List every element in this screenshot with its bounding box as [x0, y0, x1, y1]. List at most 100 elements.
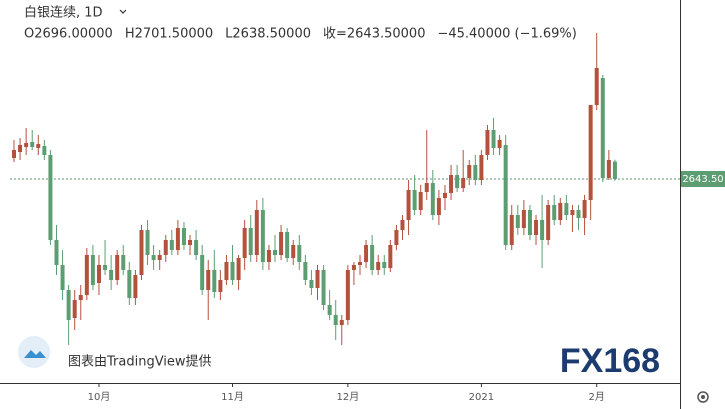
candle-body — [188, 240, 193, 245]
candle-body — [78, 295, 83, 300]
candle-body — [370, 245, 375, 270]
candle-body — [467, 165, 472, 178]
candle-body — [606, 160, 611, 178]
candle-body — [534, 220, 539, 235]
candle-body — [60, 265, 65, 290]
candle-body — [72, 300, 77, 318]
ohlc-label: L2638.50000 — [225, 27, 311, 42]
candle-body — [588, 105, 593, 200]
candle-body — [157, 255, 162, 260]
ohlc-row: O2696.00000 H2701.50000 L2638.50000 收=2643.… — [24, 27, 577, 42]
candle-body — [418, 192, 423, 210]
candle-body — [376, 262, 381, 270]
candle-body — [333, 315, 338, 325]
candle-body — [430, 183, 435, 215]
last-price-label: 2643.50 — [682, 174, 723, 185]
change-label: −45.40000 (−1.69%) — [437, 27, 576, 42]
candle-body — [115, 255, 120, 280]
candle-body — [224, 262, 229, 280]
candle-body — [163, 240, 168, 255]
candle-body — [200, 255, 205, 290]
candle-body — [242, 228, 247, 258]
candle-body — [30, 142, 35, 147]
candle-body — [552, 205, 557, 220]
candle-body — [133, 275, 138, 298]
candle-body — [279, 232, 284, 255]
dropdown-arrow[interactable] — [119, 9, 127, 14]
last-price-box — [681, 171, 725, 187]
candle-body — [351, 265, 356, 270]
candle-body — [521, 210, 526, 228]
x-tick-label: 11月 — [221, 391, 244, 403]
x-tick-label: 2021 — [469, 392, 494, 403]
candle-body — [315, 270, 320, 288]
candle-body — [479, 155, 484, 180]
candle-body — [442, 193, 447, 198]
candle-body — [84, 255, 89, 295]
candle-body — [309, 280, 314, 288]
candle-body — [218, 280, 223, 292]
candle-body — [291, 245, 296, 258]
x-tick-label: 10月 — [88, 391, 111, 403]
candle-body — [260, 210, 265, 262]
candle-body — [558, 203, 563, 220]
candle-body — [412, 190, 417, 210]
watermark-icon — [18, 336, 50, 368]
candle-body — [382, 262, 387, 268]
candle-body — [400, 220, 405, 230]
candle-body — [230, 262, 235, 280]
candle-body — [576, 210, 581, 218]
candle-body — [582, 200, 587, 218]
candle-body — [491, 130, 496, 148]
watermark-text: 图表由TradingView提供 — [68, 354, 212, 370]
candle-body — [127, 270, 132, 298]
candle-body — [54, 240, 59, 265]
candle-body — [66, 290, 71, 320]
candle-body — [42, 146, 47, 155]
candle-body — [151, 255, 156, 260]
x-tick-label: 2月 — [589, 391, 605, 403]
candle-body — [145, 230, 150, 255]
candle-body — [436, 198, 441, 215]
candle-body — [169, 240, 174, 250]
candle-body — [248, 228, 253, 255]
candle-body — [321, 270, 326, 305]
candle-body — [103, 265, 108, 270]
candle-body — [12, 150, 16, 158]
candle-body — [394, 230, 399, 245]
candle-body — [473, 165, 478, 180]
candle-body — [509, 215, 514, 245]
candle-body — [303, 262, 308, 280]
candle-body — [273, 250, 278, 255]
candle-body — [212, 270, 217, 292]
candle-body — [485, 130, 490, 155]
settings-icon[interactable] — [697, 391, 709, 403]
candle-body — [285, 232, 290, 258]
candle-body — [497, 140, 502, 148]
candle-body — [570, 210, 575, 215]
candle-body — [461, 178, 466, 188]
candle-body — [564, 203, 569, 215]
candle-body — [297, 245, 302, 262]
candle-body — [339, 320, 344, 325]
candle-body — [503, 145, 508, 245]
candle-body — [345, 270, 350, 320]
ohlc-label: H2701.50000 — [125, 27, 213, 42]
candle-body — [24, 143, 29, 147]
logo: FX168 — [560, 342, 660, 380]
candle-body — [36, 144, 41, 148]
candle-body — [90, 255, 95, 285]
candle-body — [254, 210, 259, 255]
candle-body — [612, 161, 617, 179]
candle-body — [206, 270, 211, 290]
candle-body — [48, 155, 53, 240]
candle-body — [424, 183, 429, 192]
candle-body — [96, 265, 101, 283]
candle-body — [455, 175, 460, 188]
candle-body — [236, 258, 241, 280]
candle-body — [175, 228, 180, 250]
candle-body — [388, 245, 393, 268]
candle-body — [546, 205, 551, 240]
